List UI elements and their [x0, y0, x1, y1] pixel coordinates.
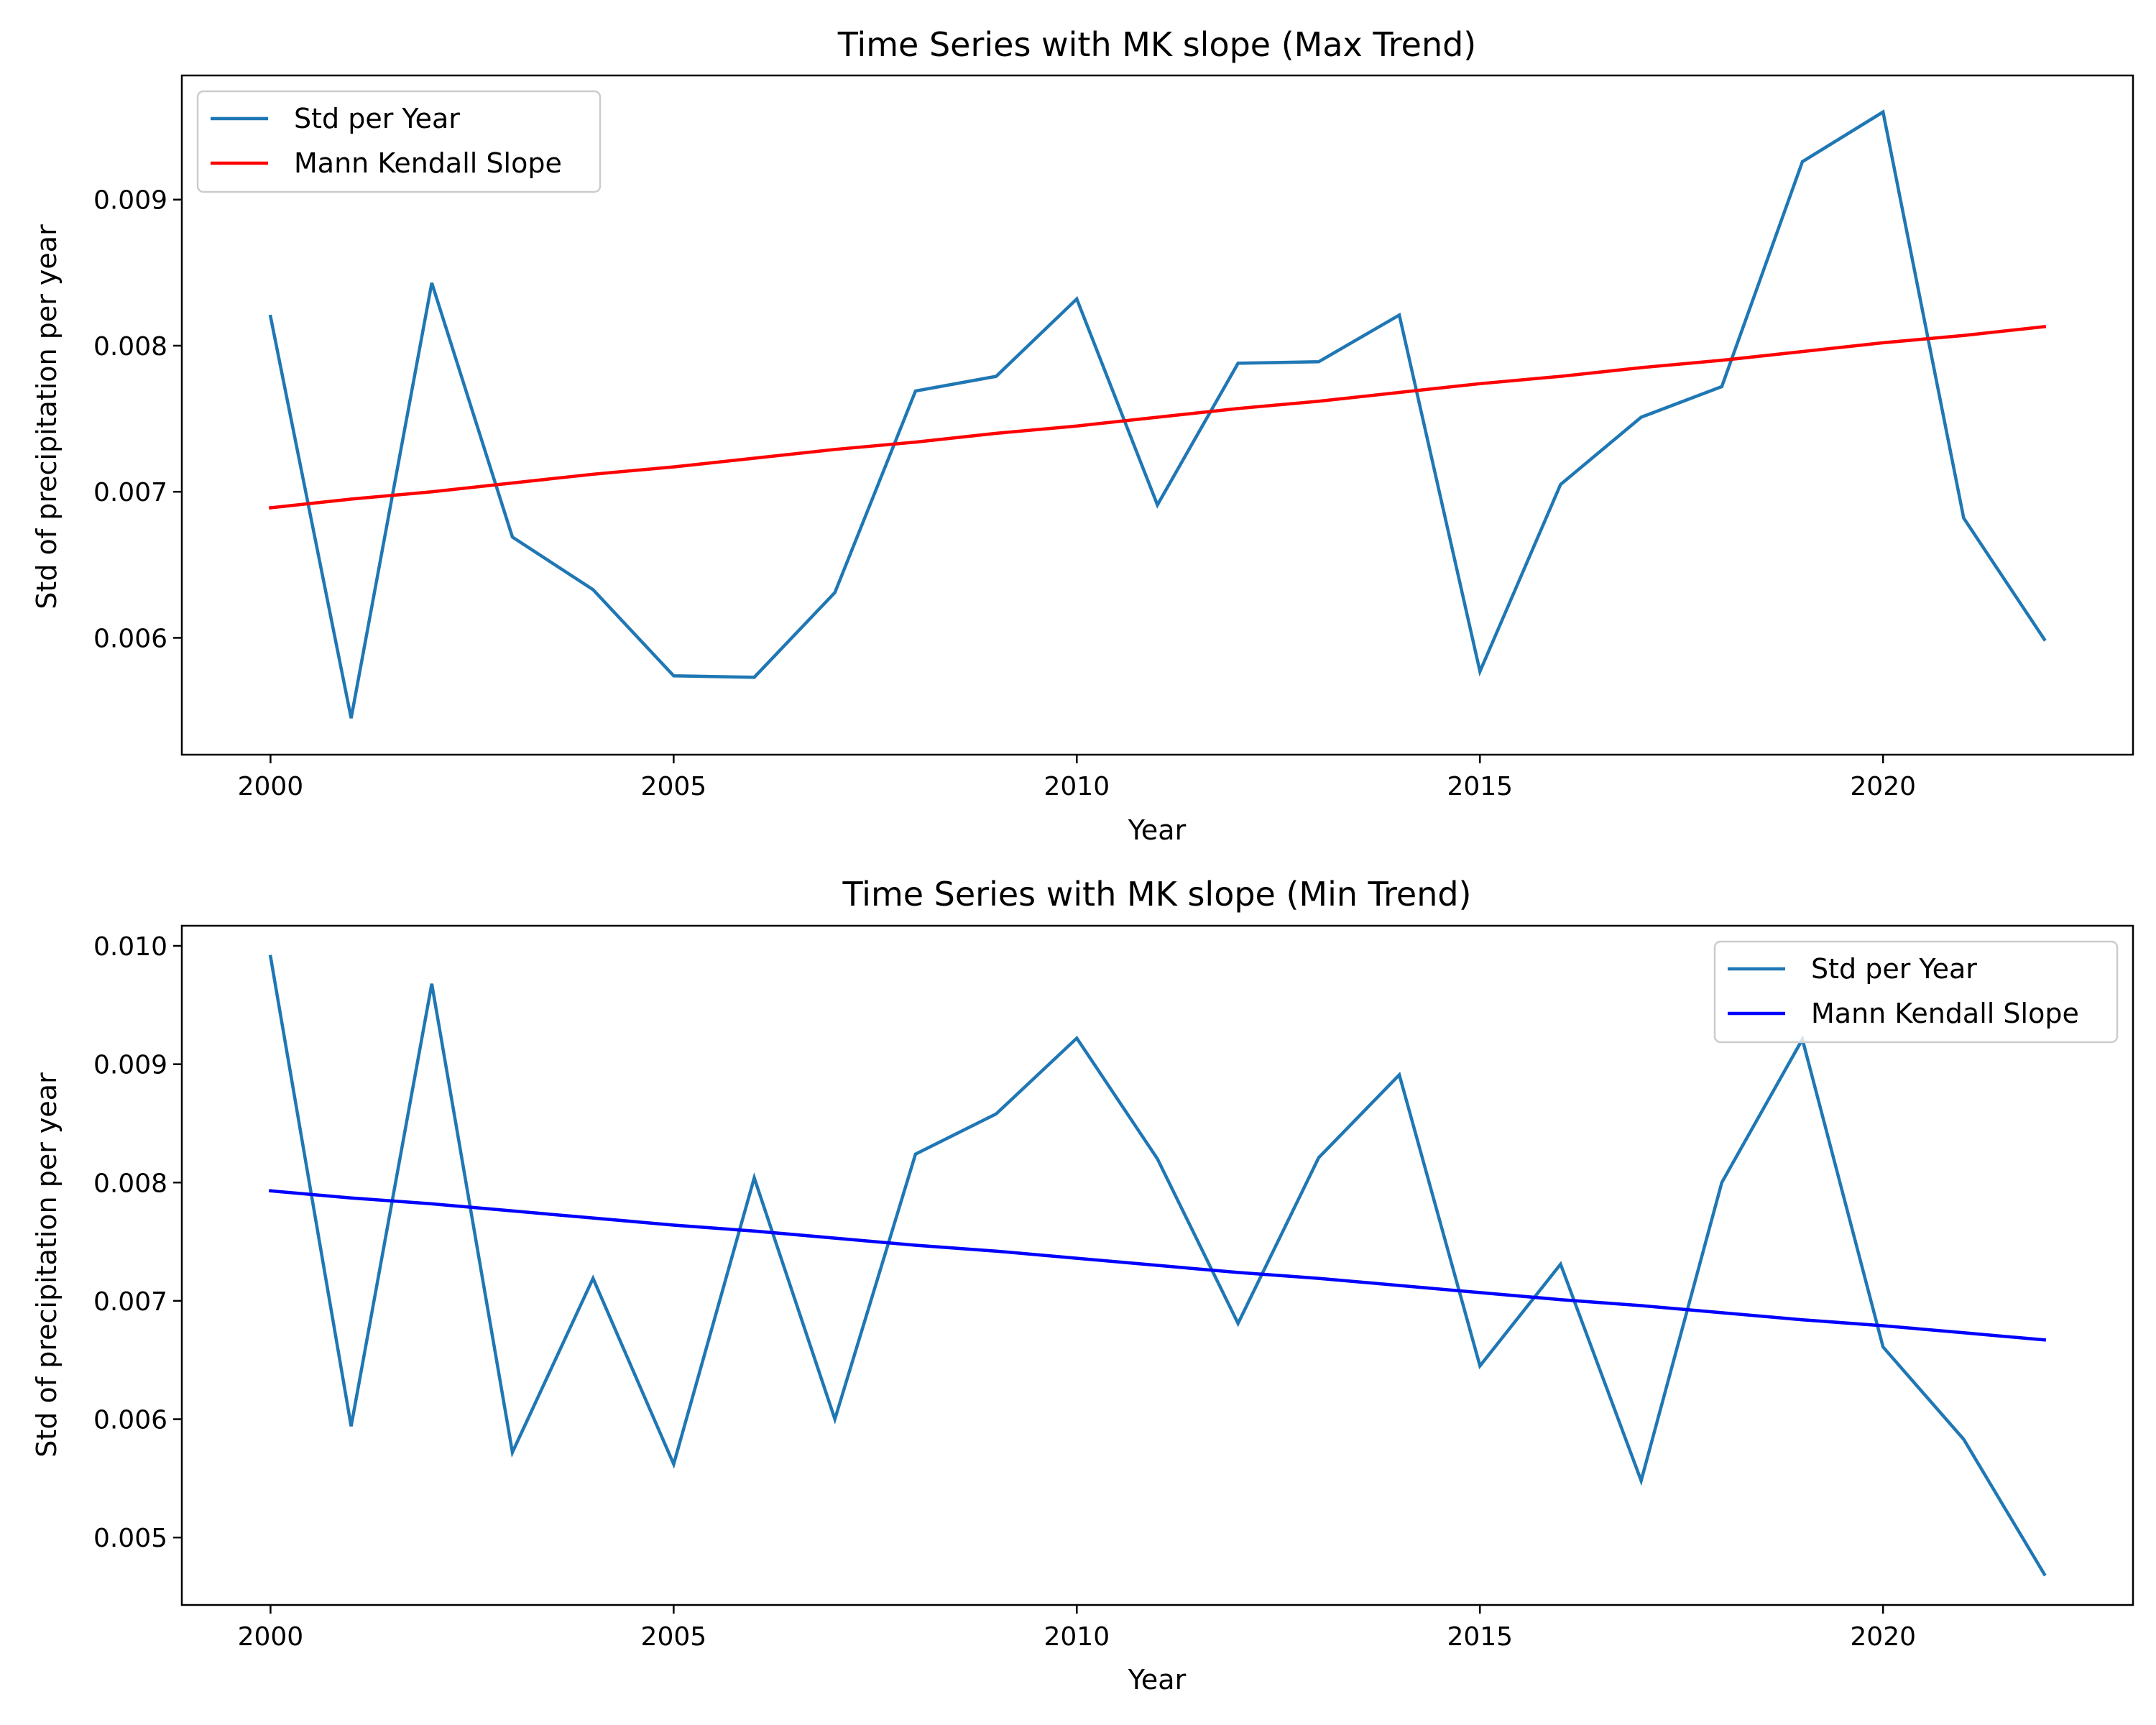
y-tick-label: 0.005	[93, 1524, 167, 1553]
x-tick-label: 2015	[1447, 772, 1513, 801]
plot-area: 2000 2005 2010 2015 2020 0.006 0.007 0.008 0.009…	[93, 74, 2134, 801]
x-tick-label: 2020	[1850, 772, 1916, 801]
legend-label: Std per Year	[294, 103, 460, 134]
x-axis-label: Year	[1128, 1664, 1187, 1696]
x-tick-label: 2015	[1447, 1622, 1513, 1652]
chart-title: Time Series with MK slope (Max Trend)	[837, 25, 1477, 64]
legend-box	[1713, 940, 2119, 1044]
x-tick-label: 2010	[1044, 772, 1110, 801]
legend-box	[196, 90, 602, 193]
y-tick-label: 0.008	[93, 332, 167, 362]
legend-label: Std per Year	[1811, 953, 1977, 985]
x-tick-label: 2005	[641, 1622, 707, 1652]
plot-area: 2000 2005 2010 2015 2020 0.005 0.006 0.007 0.008…	[93, 924, 2134, 1652]
y-axis-label: Std of precipitation per year	[31, 224, 63, 610]
y-tick-label: 0.010	[93, 932, 167, 962]
y-tick-label: 0.008	[93, 1169, 167, 1198]
axes-frame	[180, 74, 2134, 756]
series-line-1	[268, 1189, 2047, 1342]
y-tick-label: 0.006	[93, 1406, 167, 1435]
series-line-1	[268, 325, 2047, 510]
y-tick-label: 0.009	[93, 1051, 167, 1080]
y-tick-label: 0.007	[93, 478, 167, 507]
x-tick-label: 2020	[1850, 1622, 1916, 1652]
chart-panel-min-trend: Time Series with MK slope (Min Trend) Ye…	[31, 875, 2134, 1696]
x-tick-label: 2010	[1044, 1622, 1110, 1652]
x-tick-label: 2000	[238, 772, 304, 801]
y-tick-label: 0.009	[93, 186, 167, 216]
y-axis-label: Std of precipitation per year	[31, 1072, 63, 1458]
y-tick-label: 0.007	[93, 1287, 167, 1317]
legend: Std per Year Mann Kendall Slope	[1713, 940, 2119, 1044]
legend-label: Mann Kendall Slope	[1811, 998, 2079, 1029]
legend: Std per Year Mann Kendall Slope	[196, 90, 602, 193]
axes-frame	[180, 924, 2134, 1606]
chart-title: Time Series with MK slope (Min Trend)	[842, 875, 1471, 914]
series-line-0	[268, 109, 2047, 719]
legend-label: Mann Kendall Slope	[294, 147, 562, 179]
x-tick-label: 2000	[238, 1622, 304, 1652]
series-line-0	[268, 954, 2047, 1577]
chart-panel-max-trend: Time Series with MK slope (Max Trend) Ye…	[31, 25, 2134, 846]
y-tick-label: 0.006	[93, 624, 167, 653]
x-axis-label: Year	[1128, 814, 1187, 846]
x-tick-label: 2005	[641, 772, 707, 801]
